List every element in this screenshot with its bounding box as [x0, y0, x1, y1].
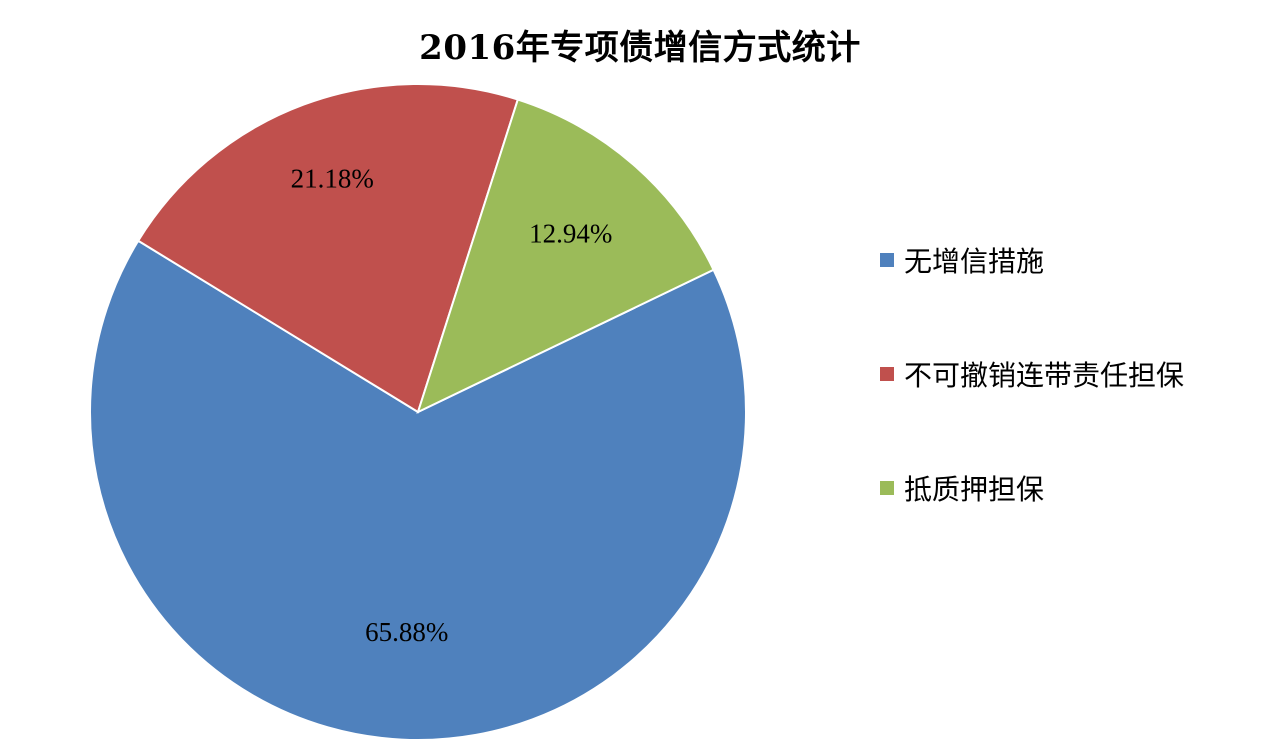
legend-label: 抵质押担保 — [904, 473, 1045, 506]
legend-item-joint-guarantee: 不可撤销连带责任担保 — [880, 354, 1184, 394]
pie-slice-joint-guarantee — [136, 83, 520, 414]
pie-slice-pledge-guarantee — [416, 98, 715, 414]
legend-swatch-green — [880, 481, 894, 495]
legend-label: 无增信措施 — [904, 245, 1045, 278]
legend-swatch-red — [880, 367, 894, 381]
slice-value-label: 12.94% — [529, 218, 612, 248]
slice-value-label: 65.88% — [365, 617, 448, 647]
legend-swatch-blue — [880, 253, 894, 267]
pie-slice-no-credit-enhancement — [89, 239, 747, 741]
legend-item-pledge-guarantee: 抵质押担保 — [880, 468, 1044, 508]
legend-label: 不可撤销连带责任担保 — [904, 359, 1185, 392]
chart-title: 2016年专项债增信方式统计 — [419, 28, 861, 68]
legend-item-no-credit-enhancement: 无增信措施 — [880, 240, 1044, 280]
slice-value-label: 21.18% — [291, 164, 374, 194]
